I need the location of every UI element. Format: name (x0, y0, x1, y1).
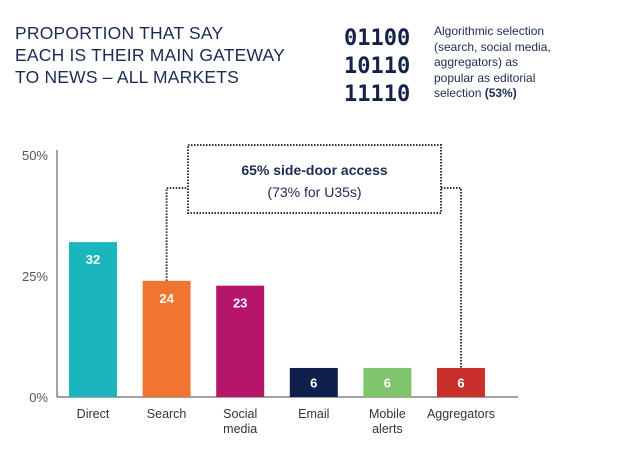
value-label: 6 (384, 375, 391, 390)
y-tick-label: 25% (22, 269, 48, 284)
x-tick-label: alerts (372, 422, 403, 436)
x-tick-label: Email (298, 407, 329, 421)
x-tick-label: Social (223, 407, 257, 421)
y-tick-label: 0% (29, 390, 48, 405)
value-label: 24 (159, 291, 174, 306)
note-line: (search, social media, (434, 39, 551, 54)
note-percent: (53%) (484, 86, 517, 100)
x-tick-label: Aggregators (427, 407, 495, 421)
algorithm-note: Algorithmic selection (search, social me… (434, 24, 620, 102)
title-line: PROPORTION THAT SAY (15, 23, 224, 43)
x-tick-label: Direct (77, 407, 110, 421)
bar (289, 367, 338, 397)
bar (216, 285, 265, 397)
annotation-connector (165, 187, 188, 281)
value-label: 6 (310, 375, 317, 390)
binary-line: 01100 (344, 26, 411, 51)
chart-title: PROPORTION THAT SAY EACH IS THEIR MAIN G… (15, 22, 285, 88)
title-line: EACH IS THEIR MAIN GATEWAY (15, 45, 285, 65)
bar (69, 242, 117, 397)
annotation-subtext: (73% for U35s) (267, 184, 361, 200)
note-text: selection (434, 86, 485, 100)
y-tick-label: 50% (22, 148, 48, 163)
x-tick-label: Mobile (369, 407, 406, 421)
value-label: 32 (86, 252, 100, 267)
bar (363, 367, 412, 397)
value-label: 6 (457, 375, 464, 390)
annotation-connector (441, 187, 462, 368)
note-line: selection (53%) (434, 86, 620, 102)
note-line: Algorithmic selection (434, 24, 545, 38)
annotation-box (187, 144, 442, 214)
x-tick-label: media (223, 422, 257, 436)
title-line: TO NEWS – ALL MARKETS (15, 67, 239, 87)
binary-graphic: 01100 10110 11110 (344, 25, 410, 109)
value-label: 23 (233, 296, 247, 311)
note-line: popular as editorial (434, 70, 536, 85)
x-tick-label: Search (147, 407, 187, 421)
annotation-headline: 65% side-door access (241, 162, 388, 178)
binary-line: 11110 (344, 82, 411, 107)
note-line: aggregators) as (434, 55, 519, 69)
bar (437, 367, 485, 397)
bar (142, 280, 191, 397)
binary-line: 10110 (344, 54, 411, 79)
